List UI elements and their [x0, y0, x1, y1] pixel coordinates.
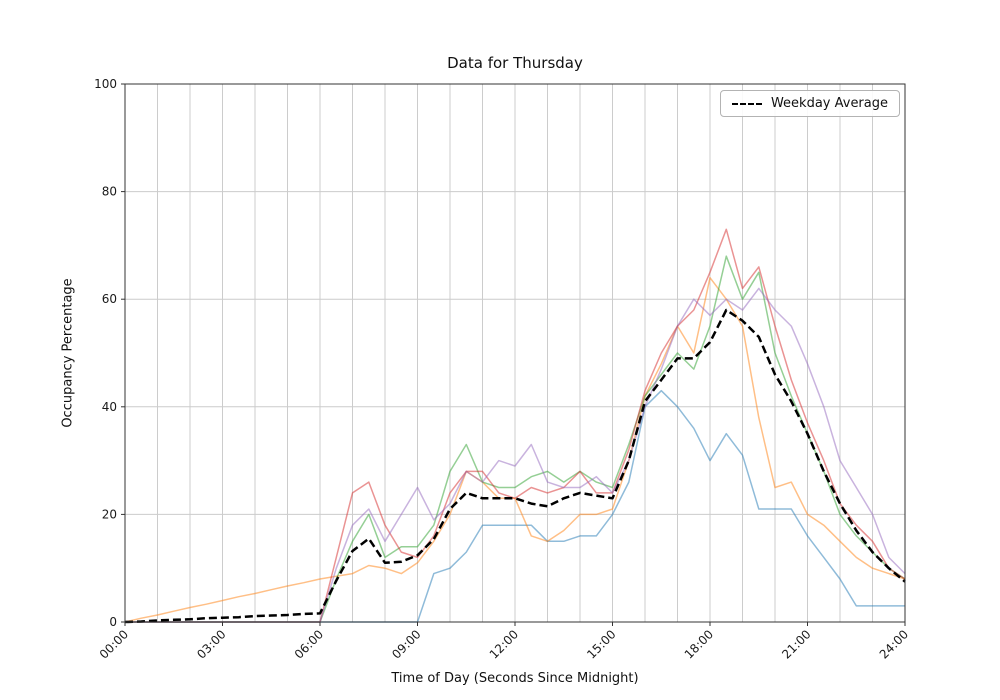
x-tick-label: 06:00	[292, 627, 326, 661]
y-tick-label: 0	[109, 615, 117, 629]
y-tick-label: 100	[94, 77, 117, 91]
legend: Weekday Average	[719, 90, 900, 117]
y-tick-label: 80	[102, 185, 117, 199]
x-tick-label: 03:00	[194, 627, 228, 661]
x-axis-label: Time of Day (Seconds Since Midnight)	[391, 671, 639, 686]
x-tick-label: 24:00	[877, 627, 911, 661]
x-tick-label: 00:00	[97, 627, 131, 661]
x-tick-label: 09:00	[389, 627, 423, 661]
chart-title: Data for Thursday	[447, 54, 583, 72]
y-tick-label: 20	[102, 507, 117, 521]
y-tick-label: 60	[102, 292, 117, 306]
x-tick-label: 21:00	[779, 627, 813, 661]
x-tick-label: 12:00	[487, 627, 521, 661]
dashed-line-icon	[731, 102, 762, 105]
y-axis-label: Occupancy Percentage	[60, 278, 76, 428]
legend-label-weekday-average: Weekday Average	[770, 96, 888, 111]
weekday-average	[124, 308, 906, 624]
gridlines	[124, 83, 906, 623]
x-tick-label: 18:00	[682, 627, 716, 661]
y-tick-label: 40	[102, 400, 117, 414]
x-axis-ticks: 00:00 03:00 06:00 09:00 12:00 15:00 18:00 21:00…	[97, 622, 911, 662]
x-tick-label: 15:00	[584, 627, 618, 661]
y-axis-ticks: 0 20 40 60 80 100	[94, 77, 125, 629]
